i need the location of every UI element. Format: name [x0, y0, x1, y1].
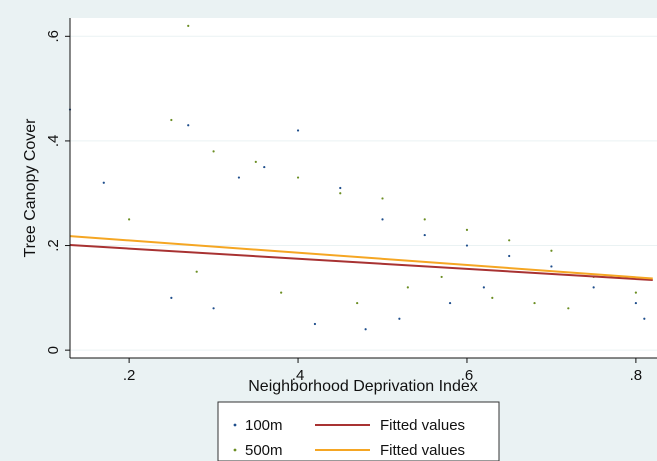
series-1-point-11 [634, 291, 637, 294]
x-axis-ticks: .2 .4 .6 .8 [123, 358, 642, 384]
y-tick-label-2: .4 [45, 135, 62, 148]
legend-label-3: Fitted values [380, 442, 465, 459]
x-tick-label-0: .2 [123, 367, 136, 384]
series-1-point-6 [423, 218, 426, 221]
series-0-point-17 [398, 317, 401, 320]
series-1-point-5 [381, 197, 384, 200]
series-0-point-10 [592, 286, 595, 289]
series-0-point-20 [102, 181, 105, 184]
series-0-point-5 [381, 218, 384, 221]
series-1-point-13 [280, 291, 283, 294]
series-1-point-4 [339, 192, 342, 195]
series-0-point-1 [237, 176, 241, 179]
legend-box [217, 401, 500, 461]
series-0-point-9 [550, 265, 553, 268]
series-0-point-12 [643, 317, 646, 320]
legend-label-1: Fitted values [380, 417, 465, 434]
series-0-point-2 [263, 165, 266, 169]
x-tick-label-3: .8 [630, 367, 643, 384]
legend-items: 100m Fitted values 500m Fitted values [233, 417, 465, 459]
series-0-point-3 [296, 129, 300, 132]
series-0-point-11 [634, 301, 637, 305]
legend-label-2: 500m [245, 442, 283, 459]
legend-label-0: 100m [245, 417, 283, 434]
series-1-point-16 [440, 275, 443, 279]
series-1-point-14 [356, 301, 359, 305]
legend-marker-2 [233, 448, 237, 452]
series-1-point-2 [254, 160, 257, 163]
series-0-point-7 [465, 244, 469, 247]
series-1-point-20 [128, 218, 131, 221]
x-axis-title: Neighborhood Deprivation Index [248, 378, 477, 395]
plot-area [70, 18, 657, 358]
series-1-point-15 [406, 286, 409, 289]
series-0-point-4 [339, 186, 342, 190]
y-tick-label-3: .6 [45, 30, 62, 43]
series-0-point-18 [448, 301, 452, 305]
series-0-point-0 [187, 124, 190, 127]
legend: 100m Fitted values 500m Fitted values [217, 401, 500, 461]
fitted-line-2 [69, 244, 653, 282]
y-axis-ticks: 0 .2 .4 .6 [45, 30, 70, 354]
series-1-point-0 [170, 118, 173, 122]
series-0-point-19 [482, 286, 485, 289]
fitted-lines [69, 235, 653, 282]
axes [69, 18, 657, 359]
series-1-point-1 [212, 150, 215, 153]
series-1-points [128, 24, 637, 310]
x-tick-label-1: .4 [292, 367, 305, 384]
legend-marker-0 [233, 423, 237, 427]
series-1-point-3 [296, 176, 300, 179]
series-0-point-16 [364, 328, 367, 331]
fitted-line-3 [69, 235, 653, 280]
series-1-point-7 [465, 228, 469, 231]
gridlines [70, 35, 657, 351]
series-1-point-12 [195, 270, 198, 273]
series-0-point-8 [508, 254, 511, 258]
series-0-point-13 [170, 296, 173, 299]
series-1-point-19 [567, 307, 570, 310]
series-1-point-9 [550, 249, 553, 252]
series-1-point-18 [533, 301, 536, 305]
series-0-point-6 [423, 233, 426, 237]
series-0-points [68, 108, 646, 331]
series-0-point-15 [313, 322, 317, 326]
y-tick-label-1: .2 [45, 239, 62, 252]
data-points [68, 24, 646, 331]
series-1-point-17 [491, 296, 494, 299]
y-axis-title: Tree Canopy Cover [22, 118, 39, 258]
series-1-point-8 [508, 239, 511, 242]
x-tick-label-2: .6 [461, 367, 474, 384]
y-tick-label-0: 0 [45, 346, 62, 354]
series-0-point-14 [212, 307, 215, 310]
series-1-point-21 [187, 24, 190, 27]
